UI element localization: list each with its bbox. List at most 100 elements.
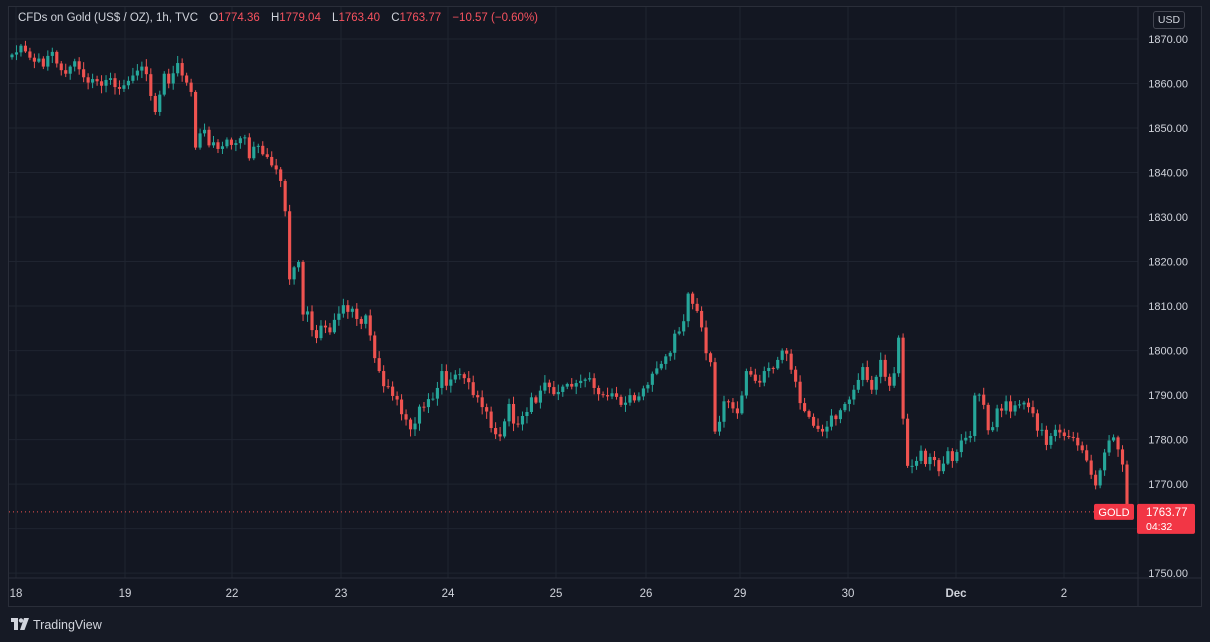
candle[interactable]: [717, 415, 722, 436]
candle[interactable]: [892, 366, 896, 388]
candle[interactable]: [897, 335, 901, 377]
candle[interactable]: [982, 387, 986, 410]
candle[interactable]: [816, 418, 820, 432]
candle[interactable]: [131, 67, 135, 84]
candle[interactable]: [1103, 448, 1107, 476]
candle[interactable]: [86, 73, 90, 90]
candle[interactable]: [628, 388, 632, 406]
candle[interactable]: [955, 449, 959, 464]
candle[interactable]: [946, 447, 950, 466]
candle[interactable]: [731, 398, 735, 413]
candle[interactable]: [543, 375, 547, 394]
candle[interactable]: [82, 62, 86, 83]
candle[interactable]: [552, 380, 556, 396]
candle[interactable]: [140, 61, 144, 79]
tradingview-branding[interactable]: TradingView: [11, 616, 102, 634]
candle[interactable]: [655, 361, 659, 376]
candle[interactable]: [847, 396, 851, 412]
candle[interactable]: [14, 45, 19, 61]
candle[interactable]: [726, 399, 731, 409]
candle[interactable]: [305, 306, 310, 322]
candle[interactable]: [561, 384, 565, 397]
candle[interactable]: [32, 53, 36, 69]
candle[interactable]: [55, 50, 59, 68]
candle[interactable]: [462, 372, 466, 384]
candle[interactable]: [153, 92, 157, 115]
candle[interactable]: [310, 305, 314, 337]
candle[interactable]: [1000, 403, 1004, 418]
candle[interactable]: [610, 388, 614, 400]
candle[interactable]: [1085, 444, 1089, 463]
candle[interactable]: [171, 65, 175, 90]
candle[interactable]: [256, 143, 260, 154]
candle[interactable]: [870, 375, 874, 394]
candle[interactable]: [158, 90, 162, 116]
candle[interactable]: [874, 374, 878, 395]
candle[interactable]: [1009, 395, 1013, 419]
candle[interactable]: [99, 75, 104, 94]
candle[interactable]: [73, 58, 77, 72]
candle[interactable]: [180, 58, 184, 82]
candle[interactable]: [928, 453, 932, 471]
candle[interactable]: [292, 265, 296, 285]
candle[interactable]: [422, 402, 426, 412]
candle[interactable]: [391, 381, 395, 401]
candle[interactable]: [843, 402, 847, 413]
candle[interactable]: [632, 392, 636, 403]
candle[interactable]: [108, 72, 113, 85]
candle[interactable]: [605, 387, 610, 401]
candle[interactable]: [704, 320, 708, 361]
candle[interactable]: [359, 316, 363, 330]
candle[interactable]: [511, 396, 516, 432]
candle[interactable]: [614, 386, 619, 400]
candle[interactable]: [261, 141, 265, 156]
candle[interactable]: [95, 75, 99, 86]
candle[interactable]: [588, 372, 592, 382]
candle[interactable]: [691, 291, 695, 310]
candle[interactable]: [1116, 435, 1120, 457]
candle[interactable]: [923, 448, 928, 467]
candle[interactable]: [780, 348, 784, 364]
candle[interactable]: [583, 377, 587, 388]
candle[interactable]: [1098, 468, 1102, 489]
candle[interactable]: [856, 373, 860, 393]
candle[interactable]: [534, 395, 538, 404]
candle[interactable]: [1040, 423, 1044, 436]
candle[interactable]: [104, 75, 108, 93]
candle[interactable]: [520, 411, 525, 431]
candle[interactable]: [386, 379, 390, 389]
candle[interactable]: [977, 393, 981, 402]
candle[interactable]: [328, 323, 332, 335]
candle[interactable]: [1017, 399, 1022, 409]
candle[interactable]: [722, 395, 726, 428]
candle[interactable]: [959, 434, 963, 458]
candle[interactable]: [19, 43, 23, 57]
candle[interactable]: [1013, 401, 1017, 416]
candle[interactable]: [1062, 428, 1066, 441]
candle[interactable]: [301, 260, 305, 322]
candle[interactable]: [1004, 395, 1008, 415]
candle[interactable]: [202, 123, 207, 137]
candle[interactable]: [332, 313, 336, 334]
candle[interactable]: [494, 422, 498, 439]
candle[interactable]: [995, 404, 999, 432]
candle[interactable]: [753, 368, 757, 384]
candle[interactable]: [1107, 435, 1111, 457]
candle[interactable]: [735, 401, 739, 419]
candle[interactable]: [404, 409, 408, 426]
candle[interactable]: [1049, 433, 1053, 449]
candle[interactable]: [449, 372, 453, 393]
candle[interactable]: [274, 158, 278, 175]
candle[interactable]: [480, 390, 484, 415]
candle[interactable]: [825, 420, 829, 439]
candle[interactable]: [113, 73, 117, 95]
candle[interactable]: [1053, 424, 1057, 442]
candle[interactable]: [189, 78, 193, 97]
candle[interactable]: [803, 397, 807, 413]
candle[interactable]: [811, 413, 816, 428]
candle[interactable]: [919, 445, 923, 464]
candle[interactable]: [243, 134, 247, 145]
candle[interactable]: [314, 324, 319, 344]
candle[interactable]: [879, 352, 883, 384]
candle[interactable]: [556, 384, 560, 401]
